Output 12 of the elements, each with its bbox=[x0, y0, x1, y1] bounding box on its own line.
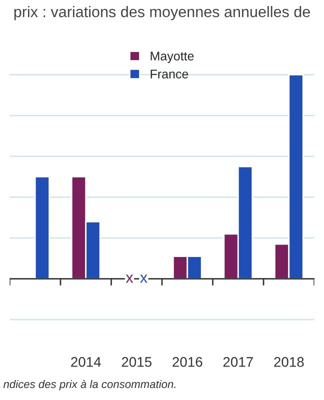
bar bbox=[34, 176, 50, 280]
annotation: x bbox=[140, 274, 148, 283]
annotation: x bbox=[126, 274, 134, 283]
x-tick-label: 2017 bbox=[223, 357, 253, 367]
legend-label: France bbox=[150, 70, 188, 78]
x-tick-label: 2018 bbox=[274, 357, 304, 367]
x-tick-label: 2015 bbox=[122, 357, 152, 367]
chart-title: prix : variations des moyennes annuelles de bbox=[14, 6, 310, 20]
x-tick-label: 2014 bbox=[71, 357, 101, 367]
text: ndices des prix à la consommation. bbox=[3, 380, 176, 390]
x-tick-label: 2016 bbox=[172, 357, 202, 367]
legend-label: Mayotte bbox=[150, 52, 194, 63]
